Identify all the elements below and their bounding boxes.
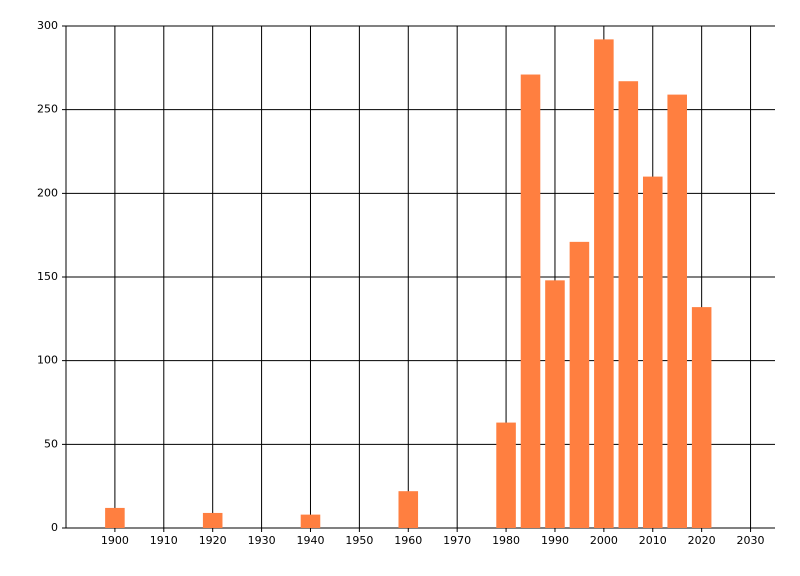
x-tick-label: 1900 bbox=[101, 534, 129, 547]
bar bbox=[496, 422, 516, 528]
bar bbox=[594, 39, 614, 529]
x-tick-label: 1920 bbox=[199, 534, 227, 547]
bar bbox=[667, 94, 687, 529]
y-tick-label: 100 bbox=[37, 354, 58, 367]
x-tick-label: 1950 bbox=[345, 534, 373, 547]
bar bbox=[569, 241, 590, 529]
y-tick-label: 50 bbox=[44, 437, 58, 450]
bar bbox=[691, 307, 712, 528]
bar bbox=[642, 176, 663, 528]
x-tick-label: 1940 bbox=[296, 534, 324, 547]
y-tick-label: 150 bbox=[37, 270, 58, 283]
x-tick-label: 1930 bbox=[248, 534, 276, 547]
y-tick-label: 250 bbox=[37, 103, 58, 116]
y-tick-label: 300 bbox=[37, 19, 58, 32]
bar bbox=[398, 491, 419, 528]
x-tick-label: 1990 bbox=[541, 534, 569, 547]
bar bbox=[202, 512, 223, 528]
bar bbox=[545, 280, 565, 528]
x-tick-label: 2000 bbox=[590, 534, 618, 547]
x-tick-label: 2020 bbox=[688, 534, 716, 547]
bar bbox=[300, 514, 321, 528]
y-tick-label: 0 bbox=[51, 521, 58, 534]
x-tick-label: 2010 bbox=[639, 534, 667, 547]
y-tick-label: 200 bbox=[37, 186, 58, 199]
x-tick-label: 1910 bbox=[150, 534, 178, 547]
x-tick-label: 2030 bbox=[737, 534, 765, 547]
bar bbox=[105, 507, 125, 528]
x-tick-label: 1960 bbox=[394, 534, 422, 547]
x-tick-label: 1980 bbox=[492, 534, 520, 547]
bar bbox=[520, 74, 541, 528]
x-tick-label: 1970 bbox=[443, 534, 471, 547]
bar bbox=[618, 81, 639, 528]
